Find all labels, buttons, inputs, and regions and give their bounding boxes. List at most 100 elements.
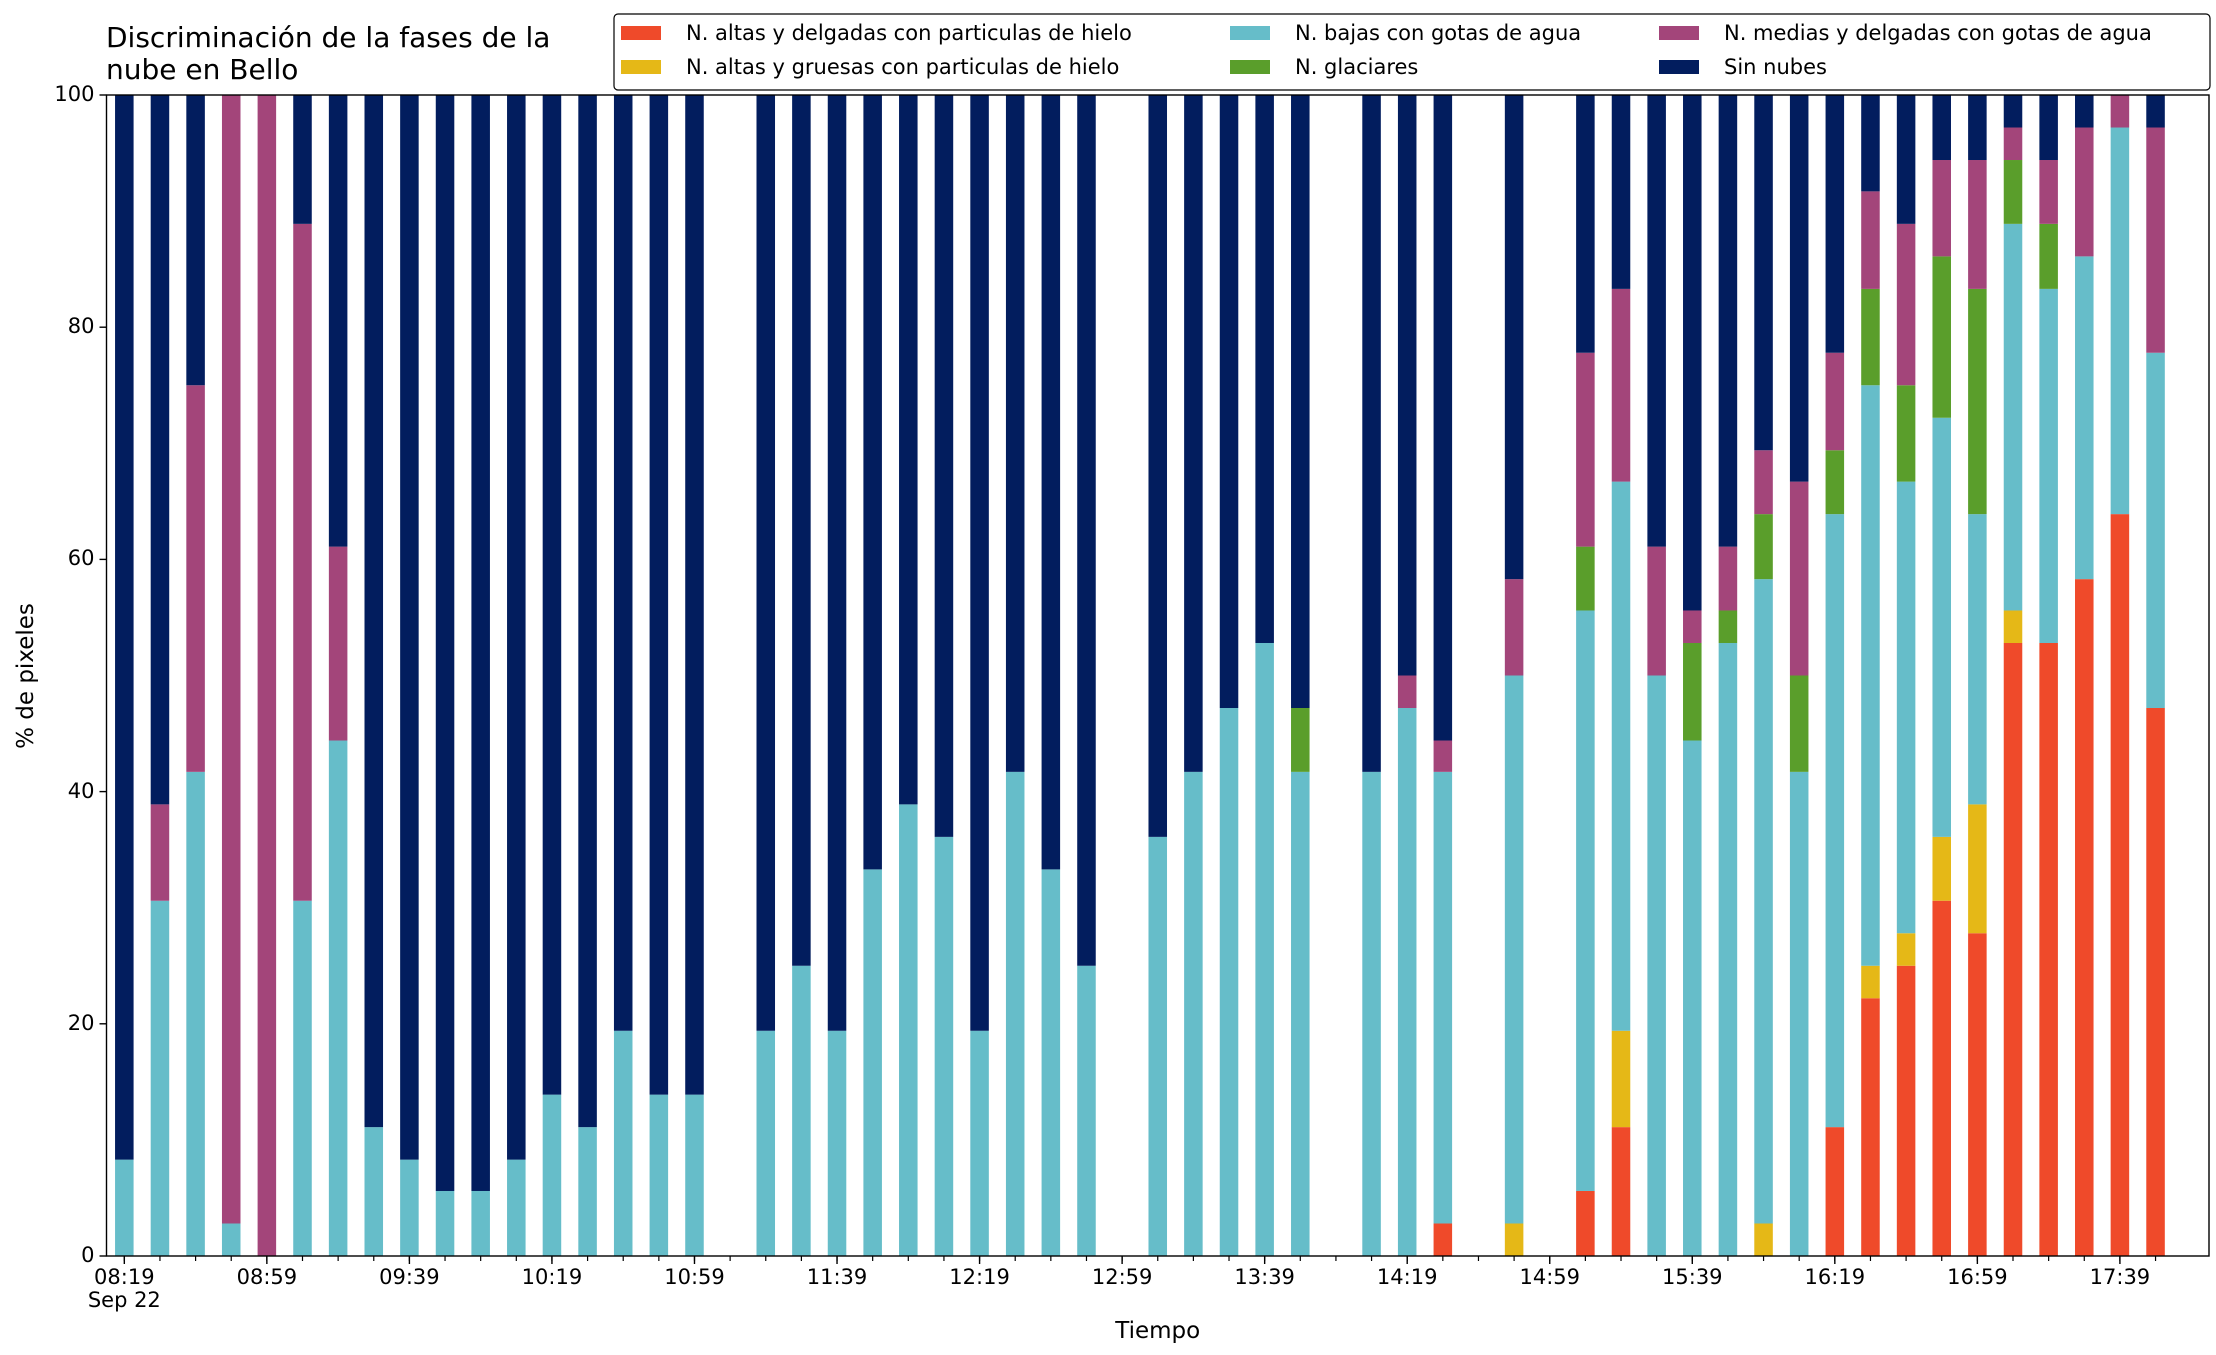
bar-segment (2003, 610, 2023, 643)
bar-segment (542, 1094, 562, 1256)
chart-title: Discriminación de la fases de la nube en… (106, 21, 551, 87)
bar-segment (221, 95, 241, 1224)
x-axis-label: Tiempo (1115, 1318, 1201, 1344)
bar-segment (1718, 546, 1738, 611)
bar-segment (1219, 708, 1239, 1256)
bar-segment (2110, 95, 2130, 128)
bar-segment (186, 385, 205, 772)
bar-segment (2075, 95, 2094, 128)
bar-segment (400, 95, 419, 1160)
x-tick-label: 14:19 (1376, 1265, 1438, 1289)
bar-segment (1896, 965, 1916, 1256)
bar-segment (1433, 771, 1453, 1224)
bar-segment (1825, 95, 1845, 353)
bar-segment (934, 836, 954, 1256)
bar-segment (685, 95, 704, 1095)
bar-segment (1041, 95, 1061, 870)
bar-segment (1932, 836, 1951, 901)
bar-segment (1932, 417, 1951, 837)
bar-segment (1576, 1190, 1595, 1256)
bar-segment (1184, 95, 1203, 772)
bar-segment (435, 1190, 455, 1256)
bar-segment (2039, 95, 2058, 161)
bar-segment (1504, 579, 1524, 676)
bar-segment (1896, 385, 1916, 482)
y-tick-label: 60 (67, 546, 95, 571)
bar-segment (1932, 900, 1951, 1256)
x-tick-label: 08:59 (236, 1265, 298, 1289)
bar-segment (1397, 675, 1417, 709)
bar-segment (1968, 95, 1987, 161)
bar-segment (1504, 1223, 1524, 1256)
bar-segment (1754, 450, 1773, 515)
bar-segment (613, 95, 633, 1031)
bar-segment (1683, 610, 1702, 643)
bar-segment (1968, 933, 1987, 1256)
y-tick-label: 80 (67, 314, 95, 339)
bar-segment (1968, 288, 1987, 515)
bar-segment (2039, 288, 2058, 643)
bar-segment (1683, 95, 1702, 611)
bar-segment (1362, 95, 1381, 772)
bar-segment (1362, 771, 1381, 1256)
bar-segment (863, 95, 882, 870)
legend-swatch (1659, 26, 1699, 40)
bar-segment (1291, 95, 1310, 709)
bar-segment (1896, 933, 1916, 966)
bar-segment (150, 95, 170, 805)
bar-segment (1932, 95, 1951, 161)
legend-label: N. altas y delgadas con particulas de hi… (686, 21, 1132, 45)
y-tick-label: 100 (54, 82, 95, 106)
bar-segment (1255, 642, 1274, 1256)
bar-segment (1576, 95, 1595, 353)
bar-segment (328, 546, 348, 741)
bar-segment (970, 95, 989, 1031)
bar-segment (649, 95, 669, 1095)
bar-segment (1611, 288, 1631, 482)
bar-segment (1005, 771, 1025, 1256)
x-tick-label: 09:39 (379, 1265, 440, 1289)
bar-segment (1291, 708, 1310, 772)
bar-segment (685, 1094, 704, 1256)
bar-segment (1611, 95, 1631, 289)
legend-label: Sin nubes (1724, 55, 1827, 79)
bar-segment (471, 95, 490, 1191)
legend-swatch (621, 26, 661, 40)
bar-segment (2146, 708, 2165, 1256)
y-tick-label: 40 (67, 778, 95, 803)
bar-segment (1825, 1127, 1845, 1256)
bar-segment (792, 965, 811, 1256)
bar-segment (1825, 450, 1845, 515)
bar-segment (934, 95, 954, 837)
bar-segment (1397, 95, 1417, 676)
bar-segment (1861, 385, 1880, 966)
bar-segment (1219, 95, 1239, 709)
bar-segment (1754, 95, 1773, 451)
bar-segment (1825, 514, 1845, 1128)
bar-segment (186, 771, 205, 1256)
legend-label: N. glaciares (1295, 55, 1419, 79)
bar-segment (507, 95, 526, 1160)
legend-box (613, 13, 2211, 91)
bar-segment (1433, 1223, 1453, 1256)
bar-segment (471, 1190, 490, 1256)
bar-segment (293, 900, 312, 1256)
bar-segment (293, 223, 312, 901)
bar-segment (1718, 610, 1738, 643)
bar-segment (2039, 160, 2058, 224)
bar-segment (1504, 95, 1524, 580)
bar-segment (2146, 352, 2165, 709)
y-axis-label: % de pixeles (12, 602, 39, 749)
y-tick-label: 20 (67, 1010, 95, 1035)
bar-segment (1683, 642, 1702, 741)
bar-segment (2003, 160, 2023, 224)
bar-segment (2146, 127, 2165, 353)
bar-segment (827, 95, 847, 1031)
bar-segment (1896, 481, 1916, 934)
y-tick-label: 0 (81, 1243, 95, 1267)
bar-segment (1932, 160, 1951, 257)
bar-segment (1825, 352, 1845, 451)
bar-segment (2110, 127, 2130, 515)
bar-segment (1148, 836, 1168, 1256)
